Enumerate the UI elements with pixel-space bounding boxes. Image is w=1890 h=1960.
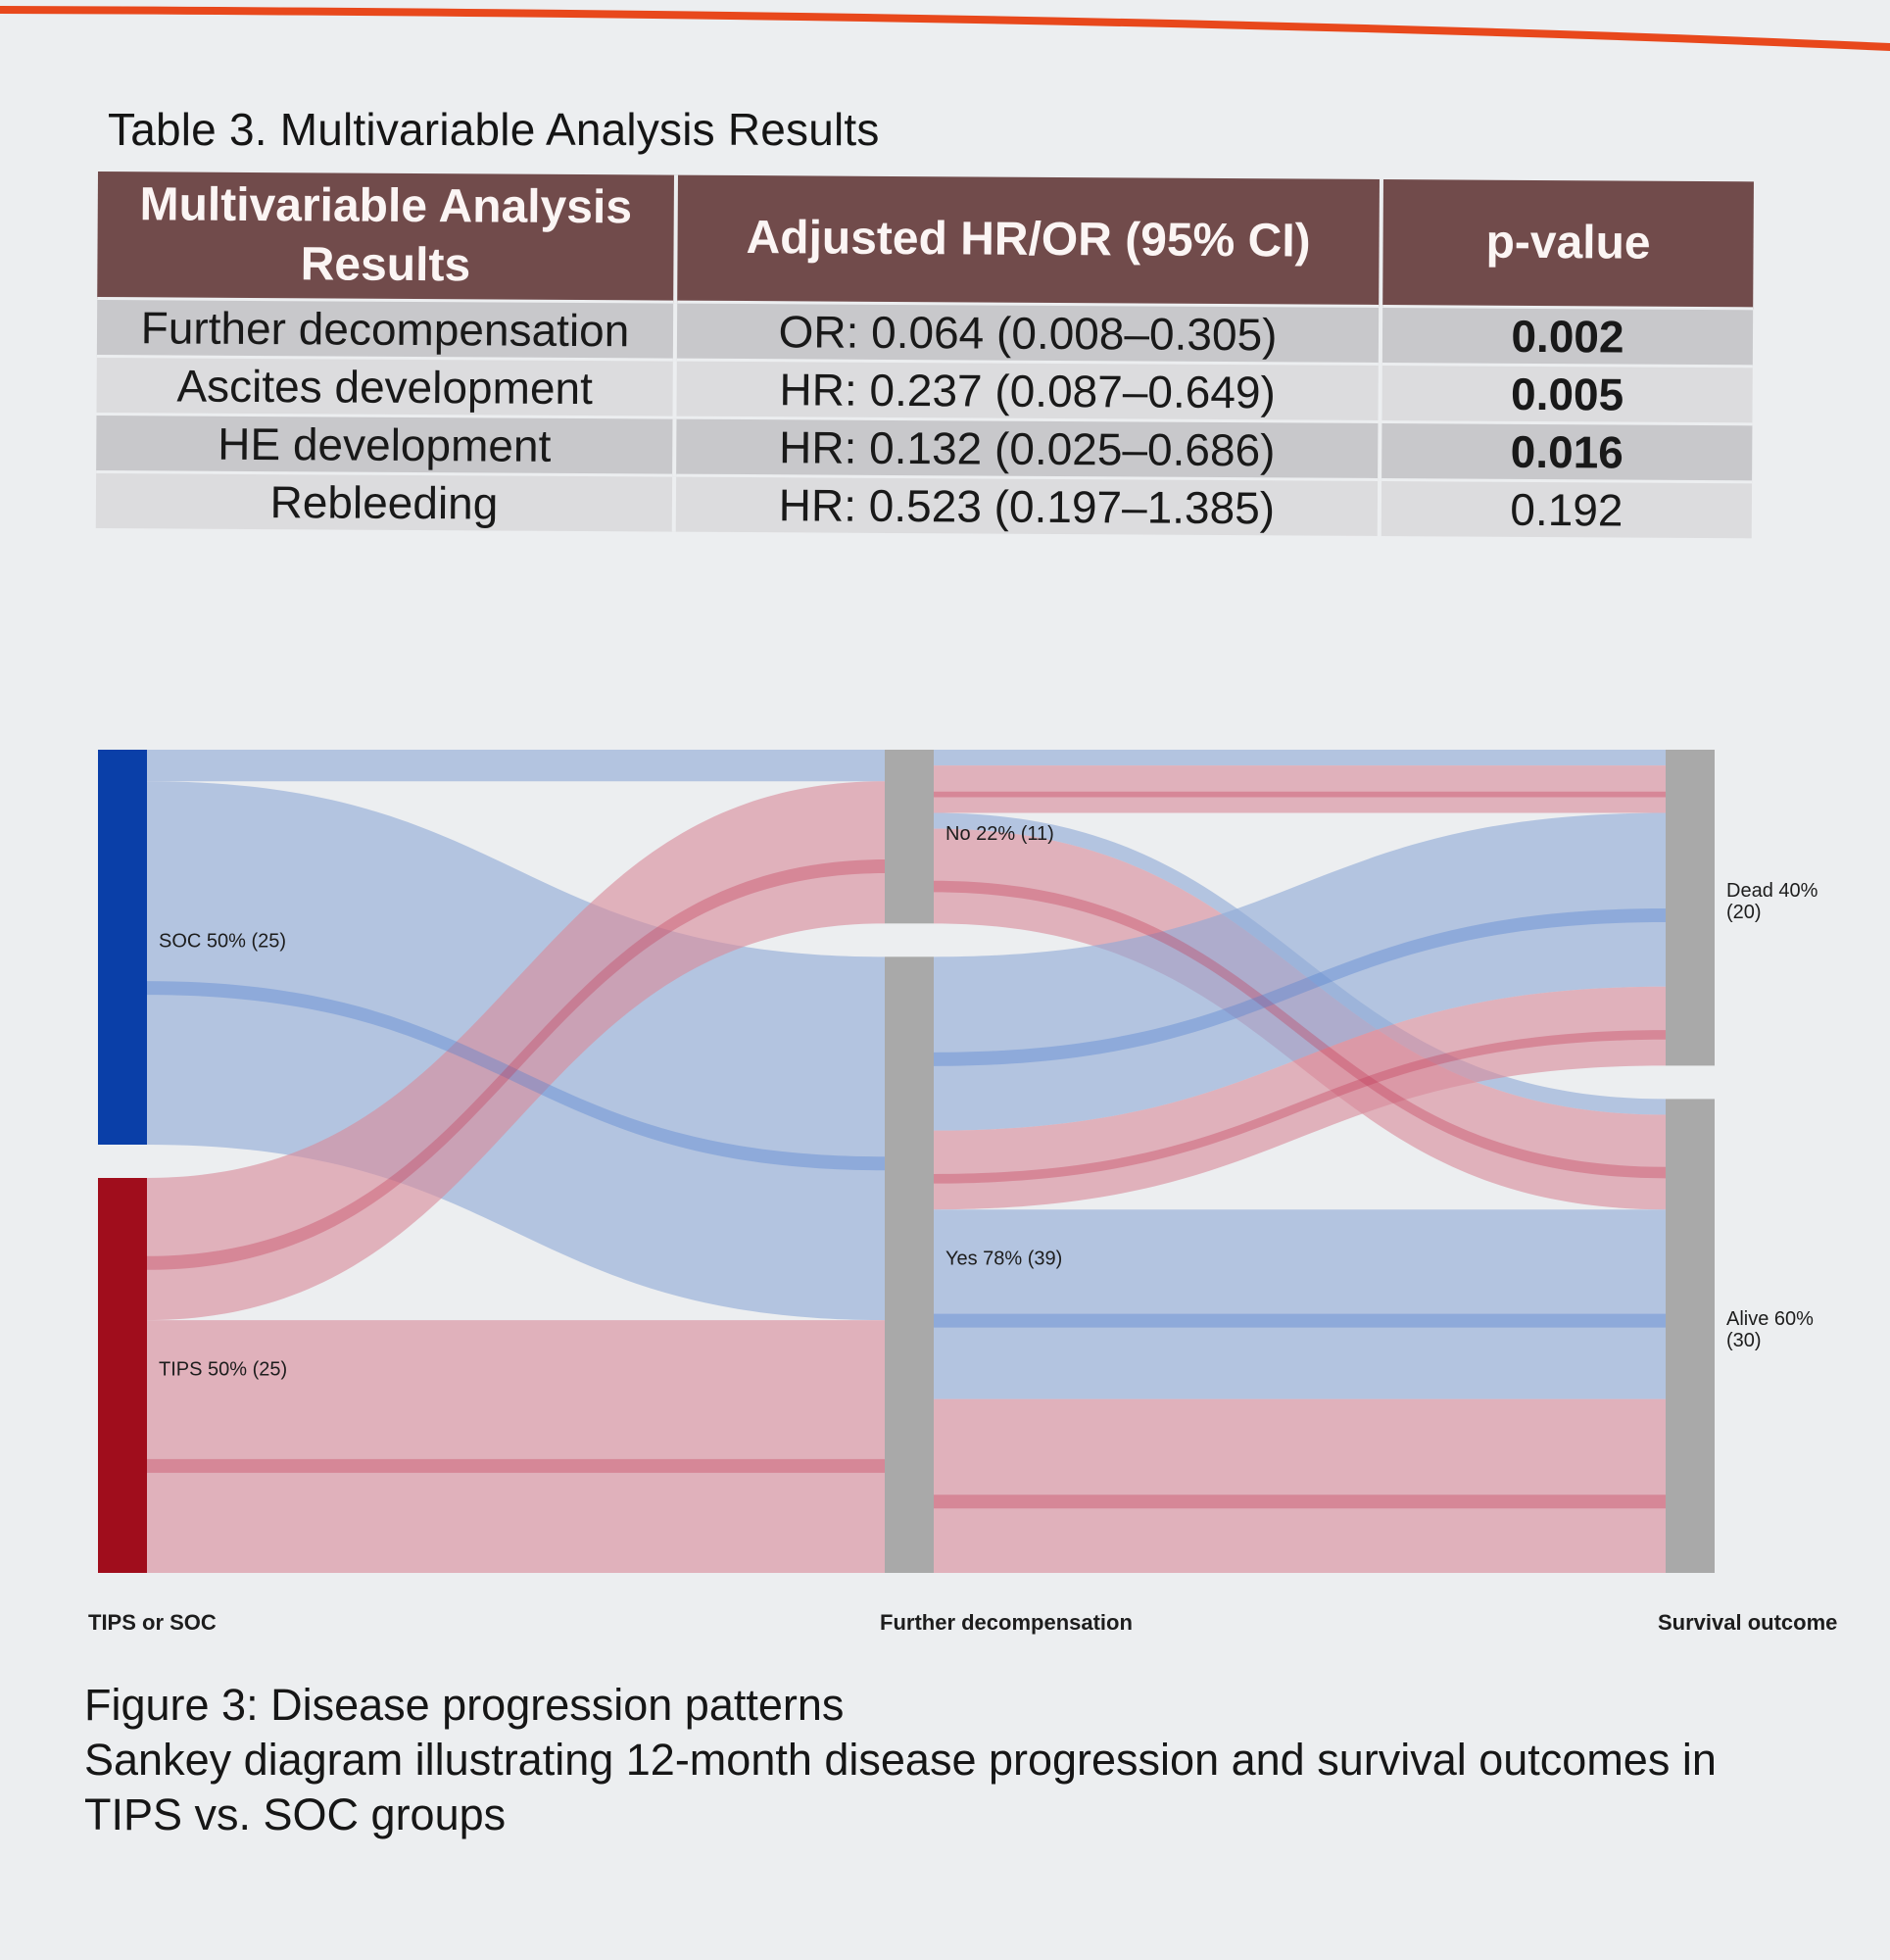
row-pvalue: 0.016 (1380, 421, 1753, 482)
row-label: Ascites development (96, 356, 675, 418)
table-row: Further decompensation OR: 0.064 (0.008–… (96, 298, 1754, 367)
header-cell-pvalue: p-value (1381, 179, 1754, 309)
row-estimate: OR: 0.064 (0.008–0.305) (674, 302, 1381, 365)
sankey-node-label-dead: Dead 40% (1726, 880, 1818, 902)
sankey-node-soc (98, 750, 147, 1145)
sankey-link-highlight-10 (934, 1313, 1666, 1328)
results-table: Multivariable Analysis Results Adjusted … (95, 172, 1754, 539)
sankey-stage-label: Survival outcome (1658, 1610, 1837, 1635)
sankey-nodes (98, 750, 1715, 1573)
sankey-link-highlight-9 (934, 1030, 1666, 1184)
table-row: Rebleeding HR: 0.523 (0.197–1.385) 0.192 (95, 471, 1753, 539)
sankey-stage-label: TIPS or SOC (88, 1610, 217, 1635)
sankey-link-yes-alive-tips (934, 1398, 1666, 1573)
row-estimate: HR: 0.132 (0.025–0.686) (674, 417, 1381, 480)
sankey-link-highlight-3 (147, 1458, 885, 1473)
row-pvalue: 0.002 (1380, 306, 1754, 367)
sankey-diagram: SOC 50% (25) TIPS 50% (25) No 22% (11) Yes … (88, 750, 1837, 1635)
sankey-link-highlight-11 (934, 1494, 1666, 1509)
sankey-link-soc-no-soc (147, 750, 885, 782)
row-label: Further decompensation (96, 298, 676, 361)
sankey-link-yes-alive-soc (934, 1209, 1666, 1399)
sankey-node-label-alive: Alive 60% (1726, 1308, 1814, 1330)
sankey-node-alive (1666, 1099, 1715, 1573)
sankey-link-highlight-8 (934, 908, 1666, 1066)
header-cell-estimate: Adjusted HR/OR (95% CI) (675, 174, 1381, 307)
sankey-link-tips-no-tips (147, 781, 885, 1321)
header-cell-variable: Multivariable Analysis Results (97, 172, 676, 303)
table-caption: Table 3. Multivariable Analysis Results (108, 104, 880, 155)
row-label: HE development (96, 414, 675, 476)
figure-caption: Figure 3: Disease progression patterns S… (84, 1678, 1848, 1842)
page-edge-accent (0, 6, 1890, 51)
sankey-node-label-no: No 22% (11) (945, 823, 1054, 845)
sankey-link-tips-yes-tips (147, 1320, 885, 1573)
sankey-node-yes (885, 956, 934, 1573)
sankey-node-label-alive: (30) (1726, 1330, 1762, 1351)
row-pvalue: 0.005 (1380, 364, 1753, 424)
sankey-link-highlight-1 (147, 981, 885, 1171)
row-label: Rebleeding (95, 471, 675, 532)
table-row: Ascites development HR: 0.237 (0.087–0.6… (96, 356, 1753, 424)
sankey-stage-label: Further decompensation (880, 1610, 1133, 1635)
sankey-node-dead (1666, 750, 1715, 1066)
table-row: HE development HR: 0.132 (0.025–0.686) 0… (96, 414, 1753, 482)
row-estimate: HR: 0.523 (0.197–1.385) (673, 475, 1381, 536)
sankey-link-yes-dead-tips (934, 986, 1666, 1210)
sankey-link-highlight-2 (147, 859, 885, 1270)
figure-caption-description-cont: TIPS vs. SOC groups (84, 1789, 507, 1839)
sankey-node-no (885, 750, 934, 924)
sankey-link-no-dead-tips (934, 765, 1666, 813)
sankey-node-label-soc: SOC 50% (25) (159, 931, 286, 953)
sankey-link-highlight-7 (934, 880, 1666, 1179)
sankey-node-label-dead: (20) (1726, 902, 1762, 923)
sankey-node-label-yes: Yes 78% (39) (945, 1249, 1062, 1270)
row-estimate: HR: 0.237 (0.087–0.649) (674, 360, 1381, 422)
sankey-node-tips (98, 1178, 147, 1573)
sankey-links (147, 750, 1666, 1573)
row-pvalue: 0.192 (1379, 479, 1753, 539)
table-header-row: Multivariable Analysis Results Adjusted … (97, 172, 1754, 309)
sankey-link-no-dead-soc (934, 750, 1666, 766)
sankey-link-yes-dead-soc (934, 812, 1666, 1131)
sankey-highlights (147, 791, 1666, 1509)
sankey-link-highlight-5 (934, 791, 1666, 798)
figure-caption-title: Figure 3: Disease progression patterns (84, 1680, 845, 1730)
sankey-labels: SOC 50% (25) TIPS 50% (25) No 22% (11) Yes … (88, 823, 1837, 1635)
sankey-node-label-tips: TIPS 50% (25) (159, 1359, 287, 1381)
figure-caption-description: Sankey diagram illustrating 12-month dis… (84, 1735, 1717, 1785)
